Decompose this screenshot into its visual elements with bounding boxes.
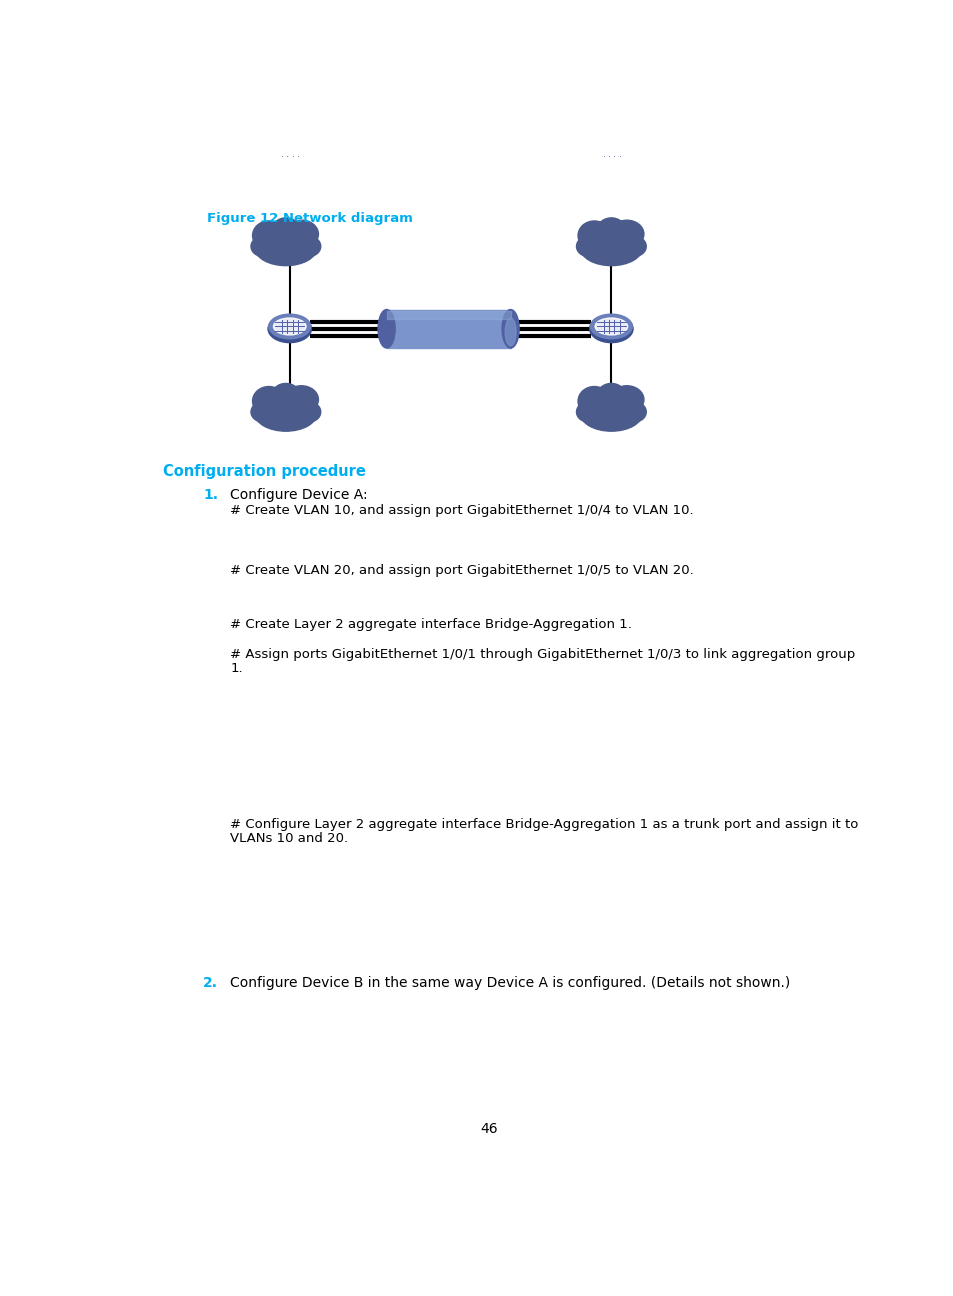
Text: Configuration procedure: Configuration procedure (163, 464, 366, 478)
Ellipse shape (609, 386, 643, 413)
Ellipse shape (578, 386, 610, 416)
Ellipse shape (578, 222, 610, 250)
Ellipse shape (576, 236, 599, 257)
Ellipse shape (590, 314, 632, 338)
Ellipse shape (589, 315, 633, 342)
Ellipse shape (271, 218, 300, 244)
Text: Configure Device B in the same way Device A is configured. (Details not shown.): Configure Device B in the same way Devic… (230, 976, 789, 990)
Ellipse shape (622, 402, 645, 422)
Ellipse shape (251, 236, 274, 257)
Ellipse shape (622, 236, 645, 257)
Ellipse shape (284, 386, 318, 413)
Ellipse shape (609, 220, 643, 248)
Ellipse shape (596, 218, 625, 244)
Text: Figure 12 Network diagram: Figure 12 Network diagram (207, 211, 413, 224)
Ellipse shape (254, 395, 316, 432)
Text: VLANs 10 and 20.: VLANs 10 and 20. (230, 832, 348, 845)
Ellipse shape (596, 384, 625, 410)
Text: # Configure Layer 2 aggregate interface Bridge-Aggregation 1 as a trunk port and: # Configure Layer 2 aggregate interface … (230, 818, 858, 831)
Ellipse shape (501, 310, 518, 349)
Ellipse shape (595, 318, 627, 334)
Ellipse shape (579, 395, 641, 432)
Text: 2.: 2. (203, 976, 217, 990)
Text: # Assign ports GigabitEthernet 1/0/1 through GigabitEthernet 1/0/3 to link aggre: # Assign ports GigabitEthernet 1/0/1 thr… (230, 648, 855, 661)
Ellipse shape (271, 384, 300, 410)
Text: # Create VLAN 20, and assign port GigabitEthernet 1/0/5 to VLAN 20.: # Create VLAN 20, and assign port Gigabi… (230, 564, 693, 577)
Ellipse shape (297, 402, 320, 422)
Ellipse shape (576, 402, 599, 422)
Ellipse shape (253, 222, 285, 250)
Ellipse shape (297, 236, 320, 257)
Ellipse shape (254, 231, 316, 266)
Ellipse shape (284, 220, 318, 248)
Ellipse shape (251, 402, 274, 422)
Bar (386, 310, 510, 349)
Text: Configure Device A:: Configure Device A: (230, 489, 367, 502)
Text: # Create VLAN 10, and assign port GigabitEthernet 1/0/4 to VLAN 10.: # Create VLAN 10, and assign port Gigabi… (230, 504, 693, 517)
Ellipse shape (505, 318, 516, 346)
Ellipse shape (274, 318, 306, 334)
Ellipse shape (269, 314, 311, 338)
Text: 1.: 1. (230, 662, 242, 675)
Ellipse shape (579, 231, 641, 266)
Ellipse shape (268, 315, 311, 342)
Text: 1.: 1. (203, 489, 217, 502)
Ellipse shape (377, 310, 395, 349)
Ellipse shape (253, 386, 285, 416)
Bar (386, 311, 510, 319)
Text: 46: 46 (479, 1122, 497, 1135)
Text: # Create Layer 2 aggregate interface Bridge-Aggregation 1.: # Create Layer 2 aggregate interface Bri… (230, 617, 631, 631)
